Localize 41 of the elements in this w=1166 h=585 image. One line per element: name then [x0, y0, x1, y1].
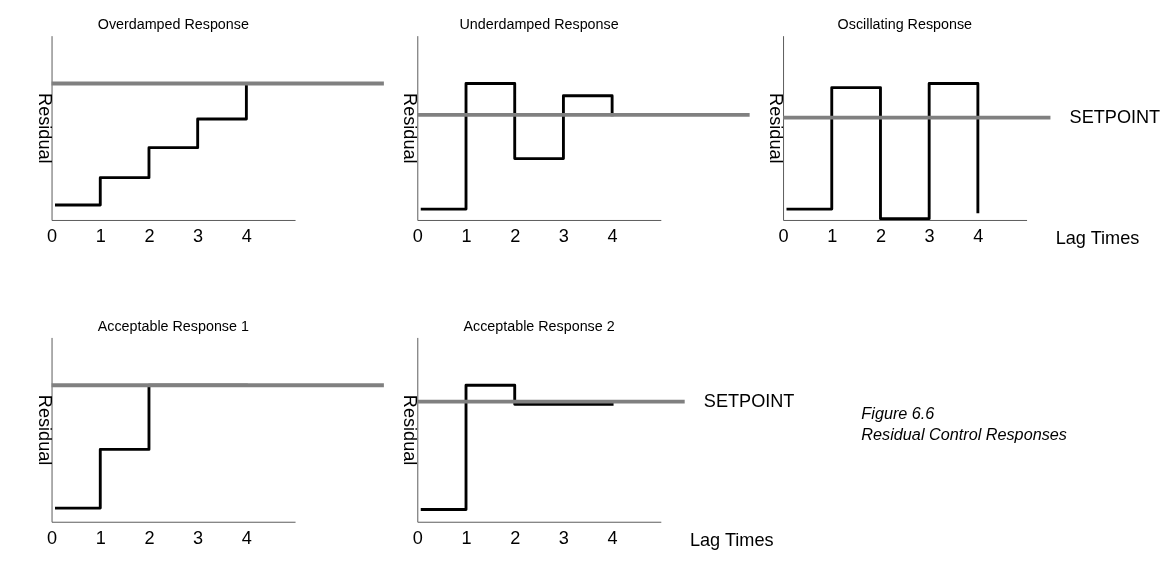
x-tick-label: 1: [461, 226, 472, 247]
x-tick-label: 1: [461, 528, 472, 549]
x-tick-label: 2: [510, 528, 521, 549]
x-tick-label: 3: [193, 528, 204, 549]
y-axis-title: Residual: [766, 93, 787, 164]
y-axis-title: Residual: [400, 394, 421, 466]
x-tick-label: 3: [924, 226, 935, 247]
x-tick-label: 2: [510, 226, 521, 247]
x-tick-label: 3: [558, 528, 569, 549]
x-axis-title: Lag Times: [1055, 228, 1140, 249]
x-tick-label: 4: [607, 226, 618, 247]
y-axis-title: Residual: [400, 93, 421, 164]
x-tick-label: 3: [558, 226, 569, 247]
x-tick-label: 4: [241, 226, 252, 247]
x-tick-label: 4: [241, 528, 252, 549]
chart-title: Underdamped Response: [459, 16, 619, 32]
x-tick-label: 2: [144, 528, 155, 549]
y-axis-title: Residual: [34, 394, 55, 466]
x-tick-label: 2: [144, 226, 155, 247]
chart-title: Overdamped Response: [97, 16, 249, 32]
text: Residual Control Responses: [861, 424, 1067, 443]
caption: Figure 6.6: [861, 403, 936, 422]
x-tick-label: 4: [607, 528, 618, 549]
x-tick-label: 2: [875, 226, 886, 247]
x-tick-label: 1: [95, 226, 106, 247]
x-tick-label: 0: [412, 528, 423, 549]
ref-line-label: SETPOINT: [1069, 107, 1161, 128]
x-tick-label: 0: [412, 226, 423, 247]
x-tick-label: 3: [193, 226, 204, 247]
x-tick-label: 1: [827, 226, 838, 247]
y-axis-title: Residual: [34, 93, 55, 164]
x-tick-label: 0: [47, 528, 58, 549]
ref-line-label: SETPOINT: [703, 391, 795, 412]
x-tick-label: 4: [973, 226, 984, 247]
x-axis-title: Lag Times: [689, 530, 774, 551]
x-tick-label: 0: [778, 226, 789, 247]
chart-title: Acceptable Response 1: [97, 317, 249, 334]
x-tick-label: 0: [47, 226, 58, 247]
chart-title: Acceptable Response 2: [463, 317, 615, 334]
x-tick-label: 1: [95, 528, 106, 549]
chart-title: Oscillating Response: [837, 16, 973, 32]
